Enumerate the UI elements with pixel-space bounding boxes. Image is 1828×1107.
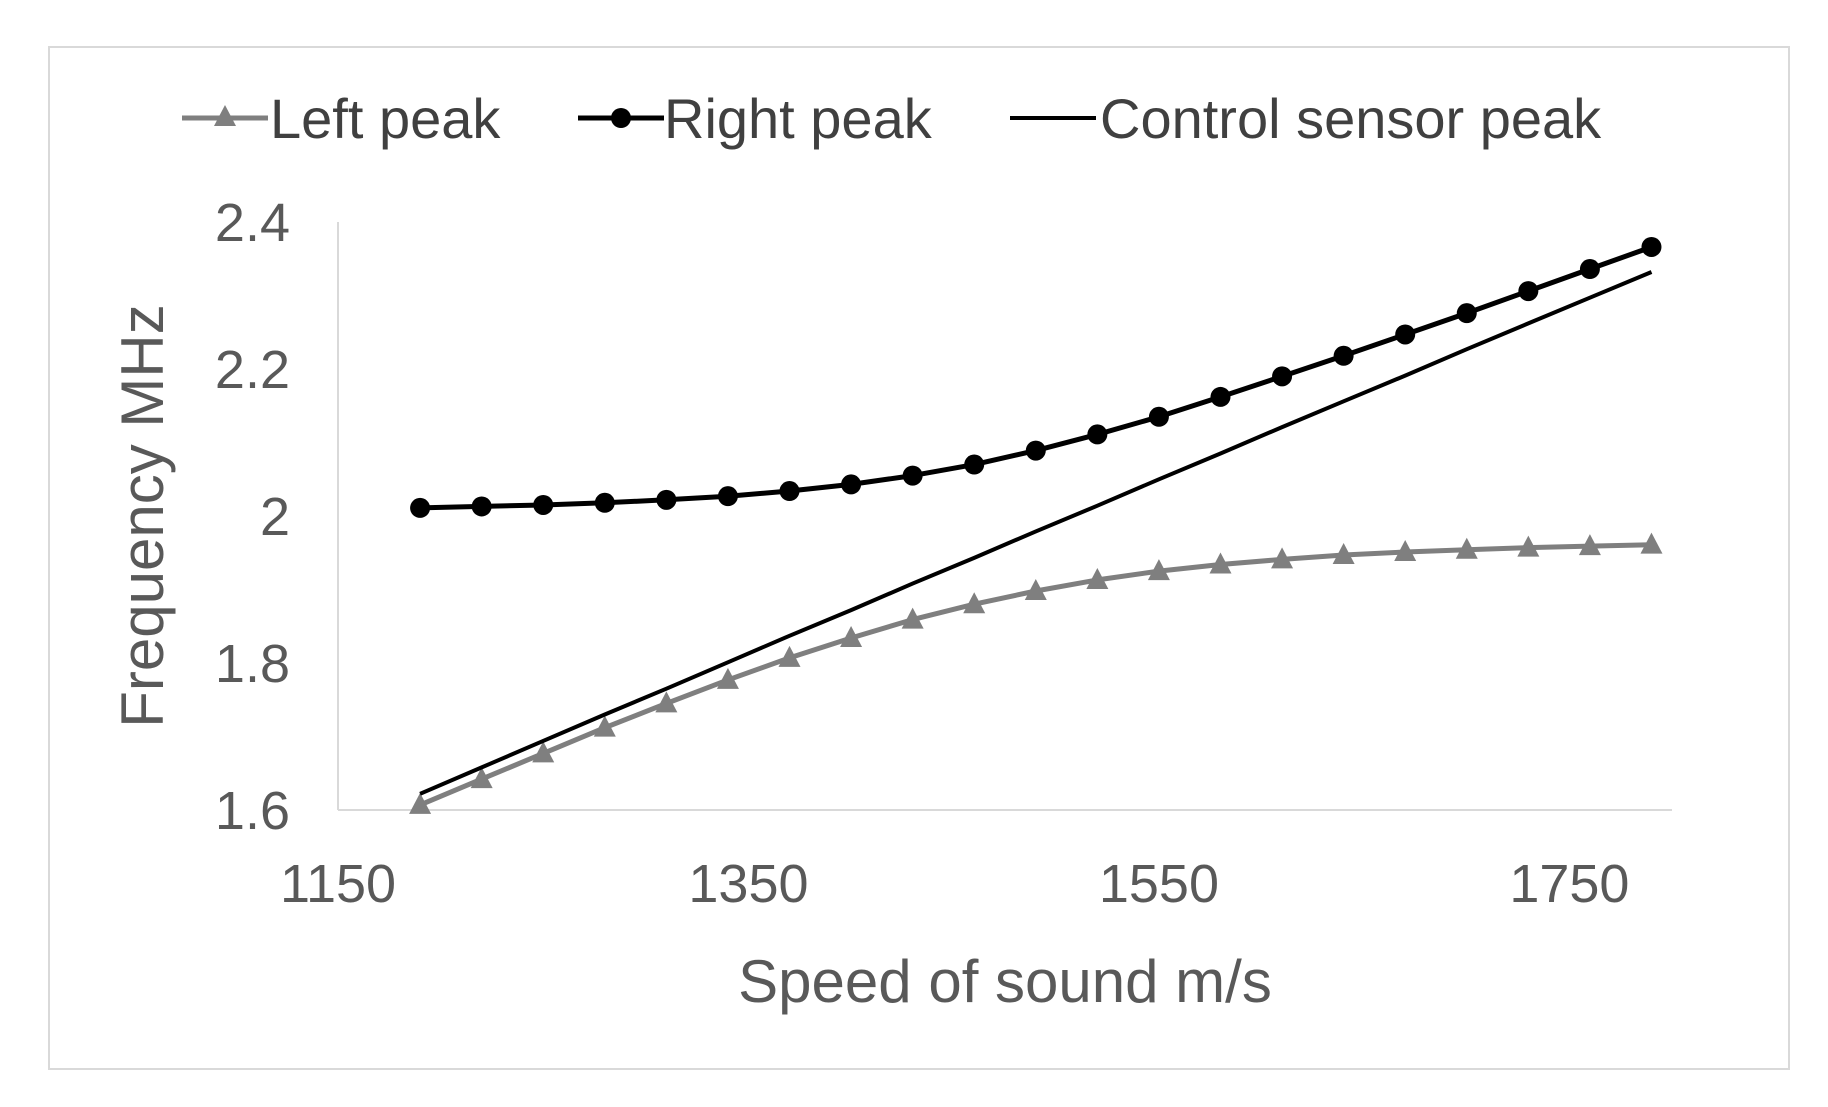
x-tick-label: 1150 [280,854,396,914]
data-point-left-peak [1209,552,1232,574]
data-point-left-peak [409,792,432,814]
data-point-right-peak [533,494,554,515]
data-point-left-peak [963,592,986,614]
x-axis-title: Speed of sound m/s [738,948,1272,1015]
y-tick-label: 2 [260,487,290,547]
data-point-right-peak [841,474,862,495]
legend-item-left-peak: Left peak [182,87,501,150]
data-point-right-peak [779,481,800,502]
y-tick-label: 2.4 [215,193,290,253]
series-right-peak [410,236,1662,518]
data-point-left-peak [840,626,863,648]
legend-label-left-peak: Left peak [270,87,501,150]
data-point-left-peak [593,715,616,737]
legend-label-control-sensor-peak: Control sensor peak [1100,87,1602,150]
data-point-right-peak [1210,386,1231,407]
data-point-left-peak [1332,542,1355,564]
data-point-left-peak [1455,537,1478,559]
data-point-right-peak [1148,406,1169,427]
data-point-right-peak [1641,236,1662,257]
data-point-right-peak [1087,424,1108,445]
data-point-left-peak [1517,535,1540,557]
data-point-left-peak [716,667,739,689]
data-point-left-peak [1640,532,1663,554]
series-line-right-peak [420,244,1653,511]
series-left-peak [409,532,1663,814]
data-point-left-peak [470,767,493,789]
data-point-right-peak [1456,303,1477,324]
data-point-right-peak [1395,324,1416,345]
y-tick-label: 1.8 [215,634,290,694]
y-tick-label: 2.2 [215,340,290,400]
legend-item-right-peak: Right peak [578,87,933,150]
data-point-right-peak [471,496,492,517]
data-point-left-peak [1394,540,1417,562]
data-point-right-peak [594,492,615,513]
data-point-right-peak [964,454,985,475]
x-tick-labels: 1150 1350 1550 1750 [280,854,1630,914]
data-point-left-peak [655,691,678,713]
data-point-left-peak [1147,559,1170,581]
data-point-right-peak [1579,259,1600,280]
data-point-left-peak [1578,534,1601,556]
y-axis-title: Frequency MHz [109,304,176,727]
data-point-right-peak [1025,440,1046,461]
data-point-right-peak [656,489,677,510]
y-tick-labels: 1.6 1.8 2 2.2 2.4 [215,193,290,841]
data-point-right-peak [1333,345,1354,366]
x-tick-label: 1350 [688,854,808,914]
data-point-right-peak [717,486,738,507]
data-point-right-peak [902,465,923,486]
data-point-left-peak [1024,578,1047,600]
data-point-left-peak [532,741,555,763]
data-point-right-peak [1272,366,1293,387]
x-tick-label: 1750 [1509,854,1629,914]
legend-item-control-sensor-peak: Control sensor peak [1010,87,1602,150]
x-tick-label: 1550 [1099,854,1219,914]
data-point-left-peak [901,607,924,629]
data-point-left-peak [1086,567,1109,589]
series-line-control-sensor-peak [419,270,1653,796]
data-point-left-peak [778,645,801,667]
series-layer [409,236,1663,814]
data-point-right-peak [410,497,431,518]
legend-label-right-peak: Right peak [664,87,933,150]
y-tick-label: 1.6 [215,781,290,841]
legend: Left peak Right peak Control sensor peak [182,87,1602,150]
data-point-left-peak [1271,547,1294,569]
data-point-right-peak [1518,281,1539,302]
series-control-sensor-peak [419,270,1653,796]
